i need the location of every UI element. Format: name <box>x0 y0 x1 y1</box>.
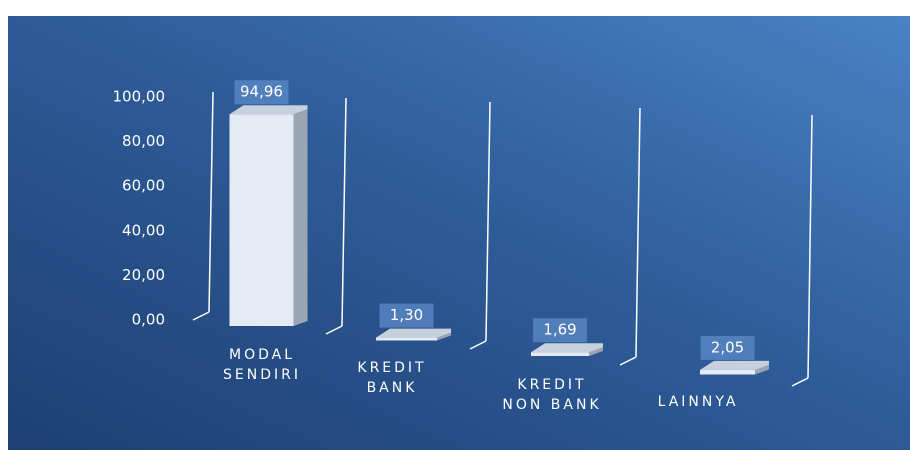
bar <box>700 369 755 375</box>
x-tick-label: NON BANK <box>502 397 601 413</box>
x-tick-label: BANK <box>367 380 418 396</box>
x-tick-label: KREDIT <box>357 360 426 376</box>
value-label-box <box>533 318 587 343</box>
y-tick-label: 100,00 <box>113 88 166 106</box>
bar-top <box>229 105 308 115</box>
bar <box>531 352 589 356</box>
floor-edge <box>325 325 343 335</box>
bar-top <box>531 343 603 353</box>
value-label: 2,05 <box>711 338 744 356</box>
bar-side <box>589 347 603 356</box>
divider <box>807 114 813 379</box>
x-tick-label: KREDIT <box>517 377 586 393</box>
bar <box>376 337 437 341</box>
bar-side <box>293 109 308 326</box>
y-tick-label: 20,00 <box>122 266 165 284</box>
floor-edge <box>619 356 637 366</box>
bar-side <box>437 332 451 341</box>
y-tick-label: 60,00 <box>122 177 165 195</box>
value-label: 1,69 <box>543 321 576 339</box>
y-tick-label: 80,00 <box>122 132 165 150</box>
value-label-box <box>234 80 289 105</box>
value-label-box <box>379 303 434 328</box>
floor-edge <box>192 311 210 321</box>
x-tick-label: MODAL <box>229 347 295 363</box>
value-label-box <box>700 335 755 360</box>
chart-background <box>8 16 910 450</box>
floor-edge <box>469 340 487 350</box>
x-tick-label: LAINNYA <box>658 394 739 410</box>
value-label: 1,30 <box>390 306 423 324</box>
divider <box>635 107 641 358</box>
y-tick-label: 0,00 <box>132 311 165 329</box>
bar-top <box>700 360 769 370</box>
x-tick-label: SENDIRI <box>223 367 301 383</box>
y-tick-label: 40,00 <box>122 221 165 239</box>
floor-edge <box>791 377 809 387</box>
bar-top <box>376 328 451 338</box>
bar <box>229 114 294 326</box>
divider <box>208 91 214 313</box>
value-label: 94,96 <box>240 83 283 101</box>
divider <box>341 97 347 327</box>
bar-side <box>755 364 769 375</box>
divider <box>485 101 491 342</box>
